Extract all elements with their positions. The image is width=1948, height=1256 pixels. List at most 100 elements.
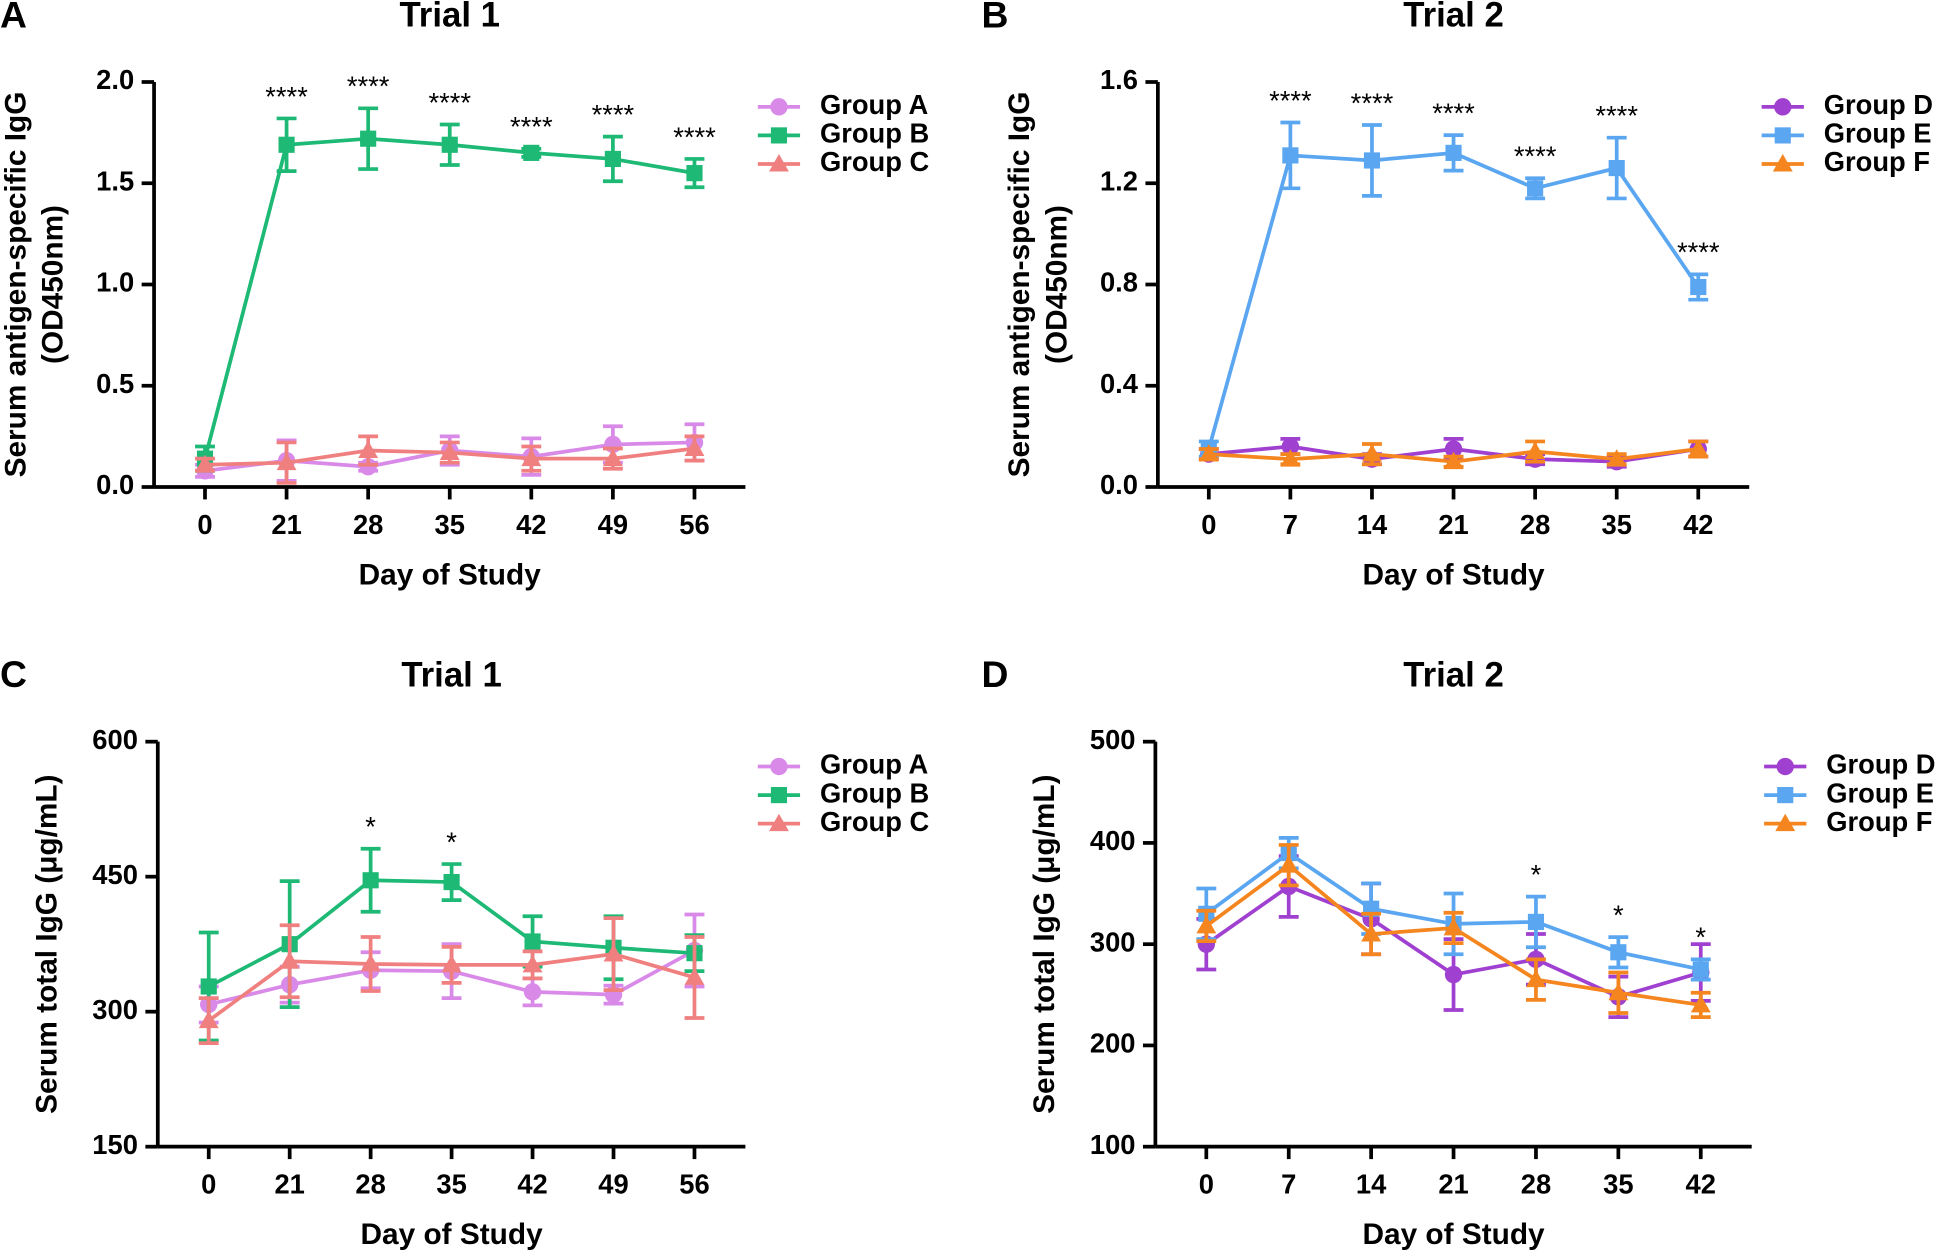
data-point xyxy=(603,944,624,962)
y-tick-label: 500 xyxy=(1090,724,1136,755)
data-point xyxy=(1444,965,1463,984)
significance-label: **** xyxy=(428,87,471,118)
legend-label: Group D xyxy=(1824,89,1933,120)
data-point xyxy=(523,983,542,1001)
y-tick-label: 450 xyxy=(92,859,138,890)
y-axis-label: Serum total IgG (μg/mL) xyxy=(30,774,63,1113)
legend-label: Group F xyxy=(1826,806,1932,837)
panel-letter: D xyxy=(981,653,1008,695)
y-tick-label: 400 xyxy=(1090,825,1136,856)
data-point xyxy=(686,165,703,182)
y-axis-label: Serum antigen-specific IgG xyxy=(1003,92,1036,478)
data-point xyxy=(684,967,705,985)
x-tick-label: 35 xyxy=(436,1169,466,1200)
x-axis-label: Day of Study xyxy=(1362,558,1545,591)
data-point xyxy=(521,448,542,467)
data-point xyxy=(1688,439,1709,457)
legend-marker xyxy=(770,127,788,144)
legend-marker xyxy=(1777,787,1794,804)
y-tick-label: 0.0 xyxy=(1100,469,1138,500)
x-tick-label: 42 xyxy=(1686,1169,1716,1200)
legend-label: Group C xyxy=(820,806,929,837)
significance-label: **** xyxy=(510,111,553,142)
data-point xyxy=(200,978,217,995)
data-point xyxy=(523,144,540,161)
x-tick-label: 7 xyxy=(1281,1169,1296,1200)
data-point xyxy=(1526,969,1546,988)
x-tick-label: 28 xyxy=(1520,509,1550,540)
x-tick-label: 56 xyxy=(679,509,709,540)
data-point xyxy=(1362,444,1382,462)
x-tick-label: 35 xyxy=(1603,1169,1633,1200)
x-tick-label: 28 xyxy=(355,1169,385,1200)
legend-marker xyxy=(770,98,788,116)
x-axis-label: Day of Study xyxy=(359,558,542,591)
y-axis-label: (OD450nm) xyxy=(37,205,70,364)
data-point xyxy=(1606,449,1627,467)
legend-label: Group E xyxy=(1824,118,1932,149)
y-tick-label: 1.5 xyxy=(96,165,134,196)
legend-label: Group B xyxy=(820,777,929,808)
x-tick-label: 0 xyxy=(1201,509,1216,540)
data-point xyxy=(1444,440,1463,458)
x-tick-label: 49 xyxy=(598,1169,628,1200)
significance-label: * xyxy=(1695,922,1706,953)
data-point xyxy=(1692,961,1709,978)
panel: C Trial 1 150 300 450 600 0 21 28 35 42 49 56 Day of … xyxy=(0,653,929,1251)
y-axis-label: Serum antigen-specific IgG xyxy=(0,92,32,478)
y-tick-label: 0.0 xyxy=(96,469,134,500)
y-tick-label: 1.0 xyxy=(96,267,134,298)
legend-label: Group C xyxy=(820,146,929,177)
data-point xyxy=(362,872,379,889)
data-point xyxy=(1690,994,1711,1013)
legend-marker xyxy=(1775,813,1796,832)
legend-label: Group D xyxy=(1826,749,1935,780)
x-tick-label: 21 xyxy=(274,1169,304,1200)
x-tick-label: 28 xyxy=(1521,1169,1551,1200)
panel-letter: B xyxy=(981,0,1008,35)
significance-label: **** xyxy=(592,99,635,130)
data-point xyxy=(1196,916,1217,934)
significance-label: **** xyxy=(1269,85,1312,116)
legend-label: Group E xyxy=(1826,777,1934,808)
y-tick-label: 600 xyxy=(92,724,138,755)
x-tick-label: 49 xyxy=(598,509,628,540)
significance-label: **** xyxy=(673,121,716,152)
significance-label: **** xyxy=(1432,97,1475,128)
data-point xyxy=(1608,982,1629,1001)
data-point xyxy=(360,130,377,147)
x-tick-label: 0 xyxy=(201,1169,216,1200)
x-tick-label: 42 xyxy=(516,509,546,540)
significance-label: * xyxy=(1613,899,1624,930)
data-point xyxy=(1281,437,1300,456)
x-tick-label: 14 xyxy=(1356,1169,1387,1200)
data-point xyxy=(1278,855,1299,873)
panel: D Trial 2 100 200 300 400 500 0 7 14 21 28 35 42 Day o… xyxy=(981,653,1935,1251)
legend-label: Group B xyxy=(820,118,929,149)
legend-marker xyxy=(769,154,789,172)
panel: A Trial 1 0.0 0.5 1.0 1.5 2.0 0 21 28 35 42 49 56 Day … xyxy=(0,0,929,591)
x-tick-label: 42 xyxy=(517,1169,547,1200)
x-tick-label: 21 xyxy=(1438,1169,1468,1200)
legend-marker xyxy=(1774,98,1792,116)
data-point xyxy=(1363,152,1381,169)
significance-label: * xyxy=(365,811,376,842)
data-point xyxy=(360,954,381,972)
x-axis-label: Day of Study xyxy=(361,1218,544,1251)
data-point xyxy=(1443,918,1464,936)
x-tick-label: 21 xyxy=(1438,509,1468,540)
data-point xyxy=(1445,144,1462,161)
legend-label: Group F xyxy=(1824,146,1930,177)
y-tick-label: 300 xyxy=(92,994,138,1025)
significance-label: **** xyxy=(1677,237,1720,268)
y-tick-label: 100 xyxy=(1090,1129,1136,1160)
data-point xyxy=(602,448,623,467)
y-tick-label: 2.0 xyxy=(96,64,134,95)
data-point xyxy=(604,150,621,168)
legend-marker xyxy=(1776,757,1794,776)
data-point xyxy=(1527,913,1545,930)
y-tick-label: 1.2 xyxy=(1100,165,1138,196)
data-point xyxy=(279,951,300,969)
x-tick-label: 28 xyxy=(353,509,383,540)
